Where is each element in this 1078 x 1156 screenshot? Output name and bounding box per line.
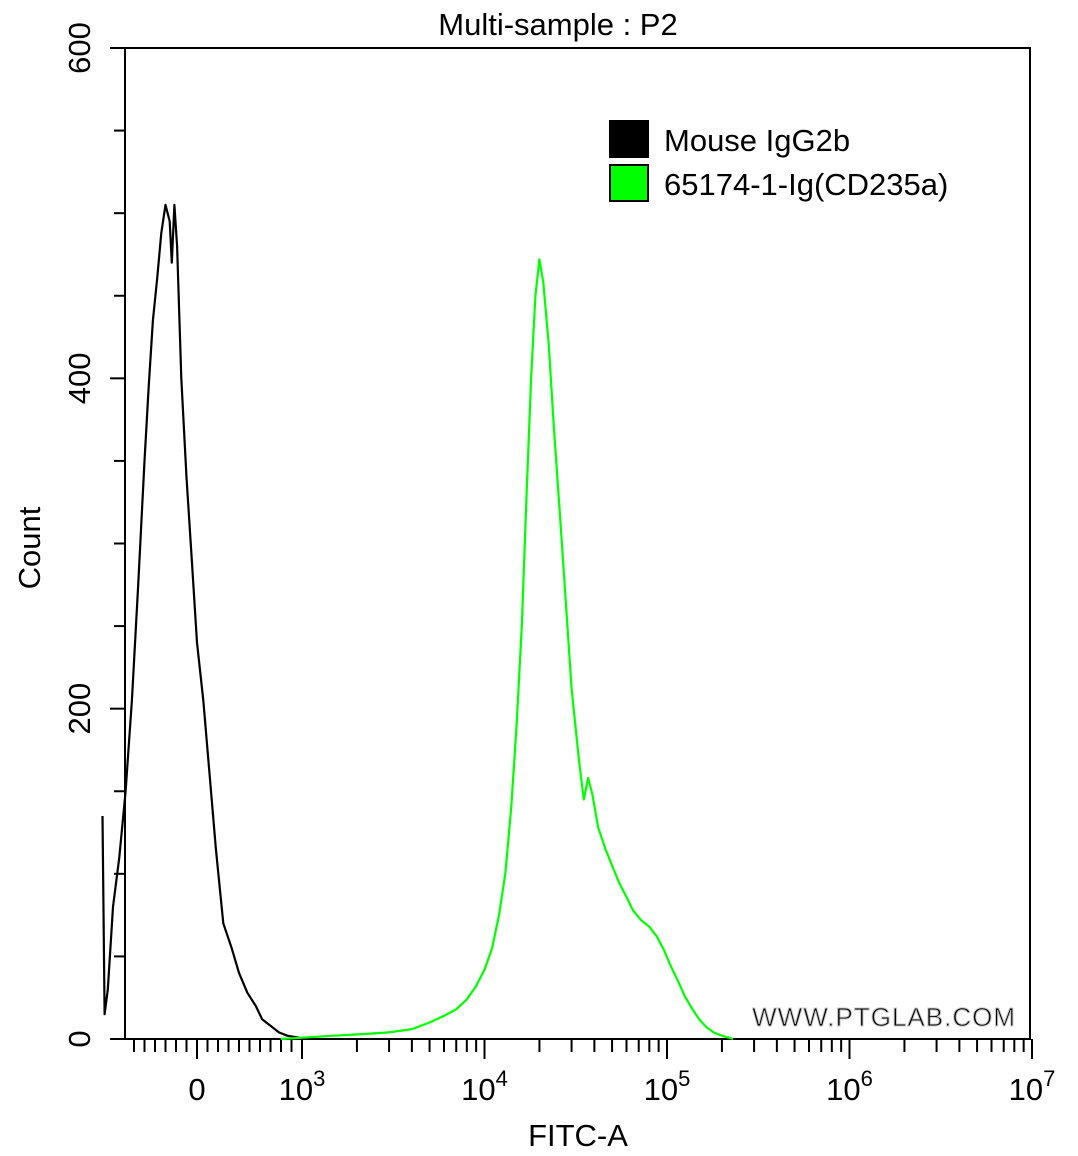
legend-swatch [609, 164, 649, 202]
legend-label: Mouse IgG2b [664, 123, 850, 158]
y-tick-label: 0 [62, 1030, 97, 1047]
x-tick-label: 105 [644, 1066, 691, 1107]
x-tick-label: 106 [826, 1066, 873, 1107]
x-axis-label: FITC-A [528, 1118, 628, 1153]
y-axis-ticks: 0 200 400 600 [62, 22, 125, 1048]
legend: Mouse IgG2b 65174-1-Ig(CD235a) [609, 120, 948, 202]
x-axis-ticks: 0 103 104 105 106 107 [133, 1039, 1056, 1107]
x-tick-label: 104 [461, 1066, 508, 1107]
series-line [280, 258, 734, 1041]
x-tick-label: 107 [1009, 1066, 1056, 1107]
y-axis-label: Count [12, 506, 47, 589]
legend-swatch [609, 120, 649, 158]
y-tick-label: 600 [62, 22, 97, 74]
watermark-text: WWW.PTGLAB.COM [752, 1002, 1016, 1032]
y-tick-label: 400 [62, 352, 97, 404]
series-layer [101, 203, 734, 1041]
x-tick-label: 103 [279, 1066, 326, 1107]
x-tick-label: 0 [188, 1072, 205, 1107]
legend-label: 65174-1-Ig(CD235a) [664, 167, 948, 202]
y-tick-label: 200 [62, 683, 97, 735]
chart-title: Multi-sample : P2 [438, 7, 677, 42]
series-line [101, 203, 307, 1041]
